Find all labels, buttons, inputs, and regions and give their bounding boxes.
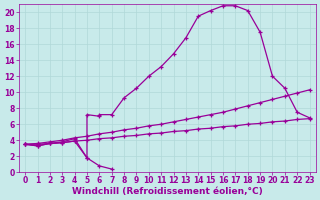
- X-axis label: Windchill (Refroidissement éolien,°C): Windchill (Refroidissement éolien,°C): [72, 187, 263, 196]
